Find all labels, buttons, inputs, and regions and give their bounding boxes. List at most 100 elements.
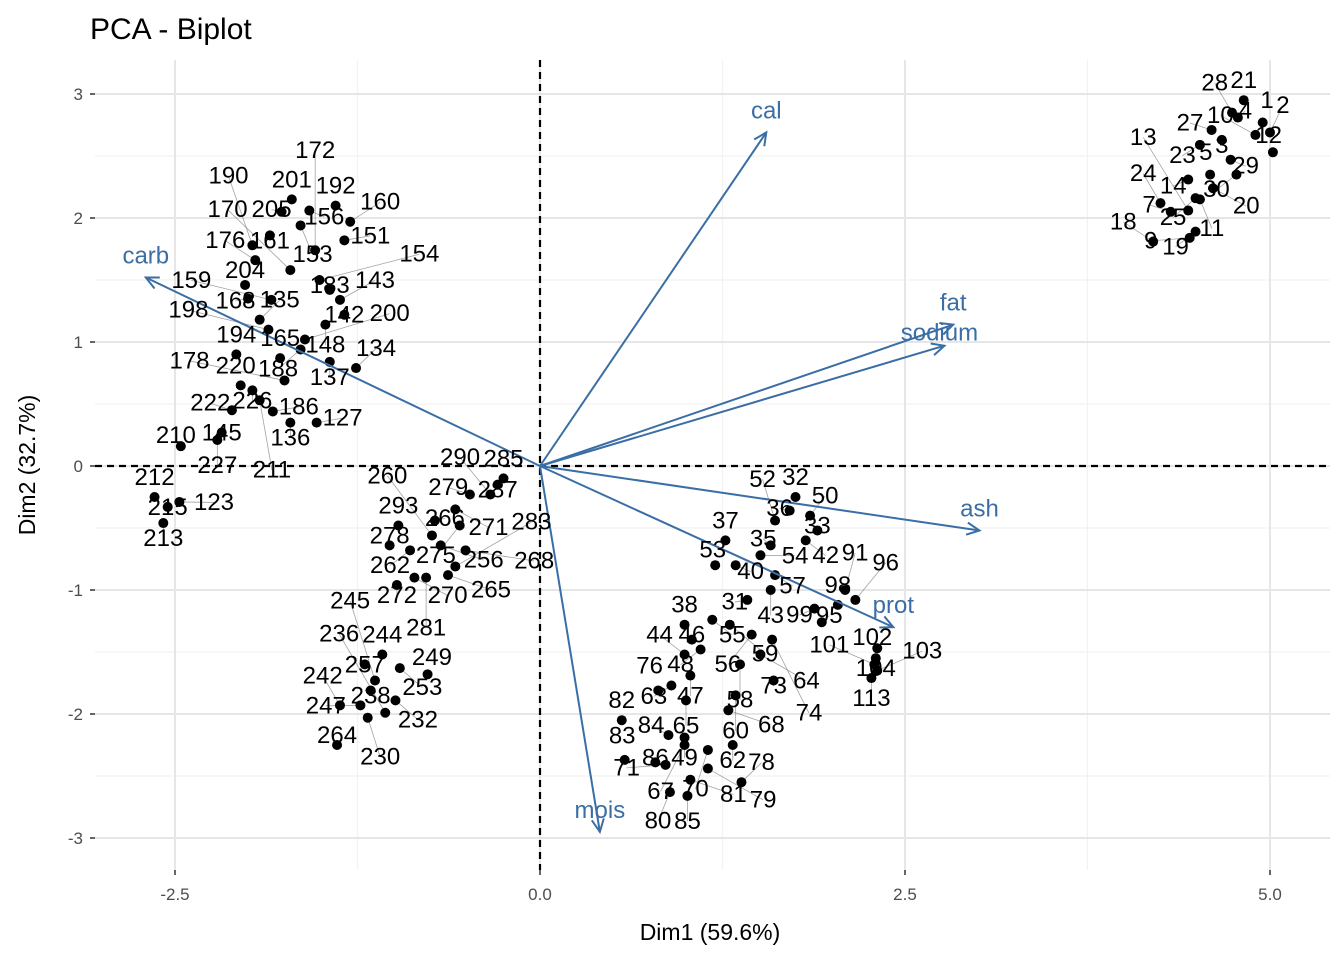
data-point (1155, 198, 1166, 209)
point-label: 136 (270, 425, 310, 452)
point-label: 194 (216, 321, 256, 348)
data-point (702, 763, 713, 774)
data-point (790, 492, 801, 502)
data-point (800, 535, 811, 546)
data-point (464, 489, 475, 500)
point-label: 36 (766, 495, 793, 522)
point-label: 137 (310, 364, 350, 391)
label-leader-line (855, 562, 886, 601)
label-leader-line (339, 279, 376, 301)
label-leader-line (414, 577, 448, 596)
label-leader-line (695, 749, 709, 790)
point-label: 283 (511, 509, 551, 536)
data-point (162, 501, 173, 512)
data-point (175, 441, 186, 452)
data-point (702, 744, 713, 755)
data-point (1206, 124, 1217, 135)
point-label: 73 (760, 673, 787, 700)
point-label: 275 (416, 542, 456, 569)
data-point (275, 353, 286, 364)
data-point (812, 525, 823, 536)
label-leader-line (188, 309, 269, 330)
point-label: 227 (197, 452, 237, 479)
arrow-prot (539, 465, 894, 629)
data-point (730, 560, 741, 571)
arrow-mois (539, 465, 601, 832)
point-label: 81 (720, 781, 747, 808)
point-label: 85 (674, 808, 701, 835)
label-leader-line (191, 279, 272, 301)
data-point (710, 560, 721, 571)
point-label: 222 (190, 390, 230, 417)
point-label: 57 (779, 572, 806, 599)
label-leader-line (1142, 137, 1189, 211)
data-point (755, 550, 766, 561)
point-label: 43 (757, 602, 784, 629)
point-label: 253 (402, 674, 442, 701)
data-point (736, 777, 747, 788)
data-point (450, 561, 461, 572)
point-label: 42 (812, 542, 839, 569)
data-point (443, 570, 454, 581)
point-label: 14 (1160, 173, 1187, 200)
data-point (460, 545, 471, 556)
label-leader-line (465, 549, 535, 562)
point-label: 145 (202, 420, 242, 447)
point-label: 102 (852, 624, 892, 651)
point-label: 257 (345, 651, 385, 678)
data-point (174, 496, 185, 507)
variable-arrows (143, 130, 982, 835)
data-point (393, 520, 404, 531)
variable-label-sodium: sodium (901, 319, 978, 346)
label-leader-line (829, 644, 875, 665)
label-leader-line (227, 209, 291, 271)
data-point (770, 515, 781, 526)
data-point (1208, 183, 1219, 194)
data-point (267, 406, 278, 417)
data-point (384, 540, 395, 551)
label-leader-line (349, 201, 381, 223)
label-leader-line (1214, 82, 1233, 113)
data-point (263, 324, 274, 335)
point-label: 151 (350, 222, 390, 249)
data-point (409, 572, 420, 583)
point-label: 54 (782, 542, 809, 569)
point-label: 59 (752, 640, 779, 667)
label-leader-line (844, 553, 856, 591)
arrowhead-prot (879, 615, 896, 629)
point-label: 86 (642, 744, 669, 771)
arrow-sodium (539, 344, 945, 467)
point-label: 165 (260, 325, 300, 352)
point-label: 40 (737, 558, 764, 585)
point-label: 143 (355, 267, 395, 294)
data-point (660, 759, 671, 770)
label-leader-line (771, 639, 810, 714)
data-point (158, 518, 169, 529)
point-label: 60 (722, 717, 749, 744)
point-label: 65 (673, 712, 700, 739)
point-label: 247 (306, 692, 346, 719)
chart-title: PCA - Biplot (90, 13, 252, 46)
label-leader-line (1212, 187, 1247, 207)
point-label: 134 (356, 335, 396, 362)
data-point (730, 690, 741, 701)
point-label: 20 (1233, 193, 1260, 220)
label-leader-line (338, 633, 386, 713)
data-point (653, 685, 664, 696)
point-label: 10 (1207, 102, 1234, 129)
individuals (149, 95, 1278, 801)
point-label: 25 (1160, 204, 1187, 231)
data-point (450, 504, 461, 515)
point-label: 91 (842, 540, 869, 567)
data-point (872, 643, 883, 654)
data-point (679, 732, 690, 743)
point-label: 5 (1199, 139, 1212, 166)
label-leader-line (455, 509, 489, 528)
data-point (247, 240, 258, 251)
point-label: 244 (362, 621, 402, 648)
data-point (320, 319, 331, 330)
data-point (1232, 112, 1243, 123)
label-leader-line (1122, 221, 1154, 242)
data-point (742, 594, 753, 605)
data-point (767, 634, 778, 645)
